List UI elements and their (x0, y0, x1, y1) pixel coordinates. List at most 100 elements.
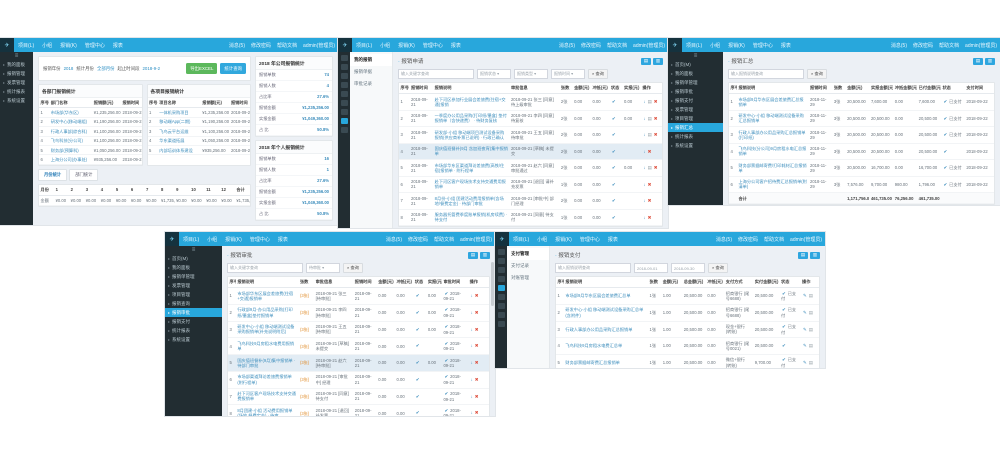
nav-menu-item[interactable]: 项目(L) (18, 42, 35, 49)
table-row[interactable]: 4 2018-09-21 国庆值班餐补(9月 含加班夜宵)集中报销单 2018-09-… (399, 143, 662, 160)
chart-icon[interactable] (340, 91, 348, 97)
check-icon[interactable] (340, 73, 348, 79)
sidebar-item[interactable]: ▸ 我的面板 (0, 60, 33, 69)
nav-user-item[interactable]: 帮助文档 (764, 236, 785, 243)
nav-user-item[interactable]: 消息(5) (890, 42, 908, 49)
table-row[interactable]: 3 行政人事部办公用品采购汇总报销单 1张 1.00 20,500.00 0.00 现金+银… (556, 321, 819, 339)
table-cell[interactable]: ✔ (609, 143, 623, 160)
app-logo[interactable]: ✈ (668, 38, 682, 52)
sidebar-item[interactable]: ▸ 报销审批 (165, 308, 222, 317)
table-row[interactable]: 2 研发中心-小组 移动端测试设备采购汇总报销单 2018-11-29 3张 20,50… (729, 110, 994, 127)
table-row[interactable]: 8 2018-09-21 服务器托管费季度账单报销(机房续费) · 待支付 2018-… (399, 209, 662, 226)
check-icon[interactable]: ✔ (782, 290, 786, 296)
export-excel-button[interactable]: 导出EXCEL (186, 63, 218, 74)
table-cell[interactable]: ✔ 已支付 (940, 159, 965, 177)
download-icon[interactable]: ↓ (643, 99, 646, 104)
table-cell[interactable]: ✔ (609, 209, 623, 226)
table-cell[interactable]: ↓ ▤ ✖ (640, 159, 662, 177)
table-cell[interactable]: 行政人事部办公用品采购汇总报销单 (563, 321, 649, 339)
sidebar-item[interactable]: ▸ 我的面板 (668, 69, 723, 78)
filter-select[interactable]: 报销类型 ▾ (514, 69, 548, 79)
table-row[interactable]: 3 研发中心-小组 移动端测试设备采购报销单(补充说明附后) (3张) 2018-09… (228, 321, 489, 339)
pdf-export-button[interactable]: ▥ (810, 251, 820, 259)
pdf-export-button[interactable]: ▥ (480, 251, 490, 259)
sidebar-item[interactable]: ▸ 报销单管理 (668, 78, 723, 87)
nav-user-item[interactable]: 消息(5) (228, 42, 246, 49)
check-icon[interactable]: ✔ (415, 293, 420, 299)
download-icon[interactable]: ↓ (470, 376, 473, 382)
table-cell[interactable]: ↓ ✖ (468, 337, 489, 355)
print-icon[interactable]: ▤ (808, 359, 813, 365)
table-cell[interactable]: ✔ 2018-09-21 (441, 321, 469, 339)
check-icon[interactable]: ✔ (444, 324, 449, 329)
table-cell[interactable]: ↓ ✖ (468, 388, 489, 406)
nav-menu-item[interactable]: 报表 (607, 236, 618, 243)
download-icon[interactable]: ↓ (470, 326, 473, 332)
delete-icon[interactable]: ✖ (653, 165, 658, 170)
filter-select[interactable]: 待审批 ▾ (306, 263, 340, 273)
sidebar-item[interactable]: ▸ 首页(M) (165, 254, 222, 263)
table-cell[interactable]: 行政人事部办公用品采购汇总报销单(打印纸) (736, 126, 809, 144)
check-icon[interactable]: ✔ (611, 132, 616, 137)
table-cell[interactable]: ✔ 2018-09-21 (441, 388, 469, 406)
nav-menu-item[interactable]: 项目(L) (356, 42, 373, 49)
nav-user-item[interactable]: 帮助文档 (939, 42, 960, 49)
nav-user-item[interactable]: admin(管理员) (633, 42, 665, 49)
table-row[interactable]: 6 2018-09-21 赴下河区客户现场技术支持交通费用报销单 2018-09-21… (399, 176, 662, 193)
check-icon[interactable]: ✔ (444, 391, 449, 396)
table-row[interactable]: 5 国庆值班餐补(9月)集中报销单 · 待部门审批 (3张) 2018-09-21 赵… (228, 354, 489, 372)
table-cell[interactable]: 上海分公司客户招待费汇总报销单(附清单) (736, 176, 809, 193)
home-icon[interactable] (340, 55, 348, 61)
table-cell[interactable]: ↓ ▤ ✖ (640, 126, 662, 144)
nav-user-item[interactable]: admin(管理员) (790, 236, 822, 243)
table-cell[interactable]: 一体机采购项目 (157, 107, 201, 118)
sidebar-item[interactable]: ▸ 统计报表 (668, 132, 723, 141)
app-logo[interactable]: ✈ (0, 38, 14, 52)
table-cell[interactable]: ✔ 2018-09-21 (441, 337, 469, 355)
check-icon[interactable]: ✔ (415, 343, 420, 349)
download-icon[interactable]: ↓ (470, 393, 473, 399)
sidebar-item[interactable]: ▸ 报销汇总 (668, 123, 723, 132)
table-row[interactable]: 6 市场部渠道拜访差旅费报销单(附行程单) (3张) 2018-09-21 [审批中]… (228, 371, 489, 389)
check-icon[interactable]: ✔ (611, 198, 616, 203)
check-icon[interactable]: ✔ (943, 181, 948, 187)
table-row[interactable]: 5 财务部票据邮寄费汇总报销单 1张 1.00 20,500.00 0.00 微信+银行 (… (556, 354, 819, 368)
table-cell[interactable]: ✔ 2018-09-21 (441, 304, 469, 322)
search-input[interactable]: 输入报销说明查询 (728, 69, 804, 79)
table-row[interactable]: 5 2018-09-21 市场部华东区渠道拜访差旅费(高铁/住宿)报销单 · 附行程… (399, 159, 662, 177)
table-cell[interactable]: 研发中心(移动端组) (49, 117, 93, 128)
nav-user-item[interactable]: 修改密码 (251, 42, 272, 49)
app-logo[interactable]: ✈ (338, 38, 352, 52)
check-icon[interactable]: ✔ (444, 357, 449, 363)
download-icon[interactable]: ↓ (470, 343, 473, 349)
nav-user-item[interactable]: 修改密码 (581, 42, 602, 49)
table-cell[interactable]: 财务部票据邮寄费汇总报销单 (563, 354, 649, 368)
nav-menu-item[interactable]: 报销(K) (60, 42, 77, 49)
delete-icon[interactable]: ✖ (653, 115, 658, 121)
table-cell[interactable]: ↓ ✖ (468, 287, 489, 305)
check-icon[interactable]: ✔ (782, 357, 786, 363)
download-icon[interactable]: ↓ (643, 148, 646, 154)
delete-icon[interactable]: ✖ (474, 410, 479, 416)
nav-user-item[interactable]: 帮助文档 (607, 42, 628, 49)
filter-value-link[interactable]: 全部月份 (96, 65, 115, 71)
search-button[interactable]: ⌕ 查询 (588, 69, 608, 79)
query-stats-button[interactable]: 统计查询 (220, 63, 246, 74)
date-input[interactable]: 2018-09-01 (634, 263, 668, 273)
check-icon[interactable]: ✔ (444, 307, 449, 313)
nav-menu-item[interactable]: 报销(K) (728, 42, 745, 49)
sidebar-toggle-icon[interactable]: ≡ (693, 53, 698, 59)
money-icon[interactable] (340, 82, 348, 88)
check-icon[interactable]: ✔ (444, 407, 449, 413)
print-icon[interactable]: ▤ (647, 132, 652, 137)
sidebar-toggle-icon[interactable]: ≡ (14, 53, 19, 59)
table-cell[interactable]: ✔ 已支付 (779, 321, 801, 339)
nav-user-item[interactable]: admin(管理员) (303, 42, 335, 49)
nav-menu-item[interactable]: 小组 (710, 42, 721, 49)
app-logo[interactable]: ✈ (495, 232, 509, 246)
table-cell[interactable]: 内部培训体系建设 (157, 145, 201, 156)
table-cell[interactable]: ✔ 已支付 (940, 93, 965, 111)
